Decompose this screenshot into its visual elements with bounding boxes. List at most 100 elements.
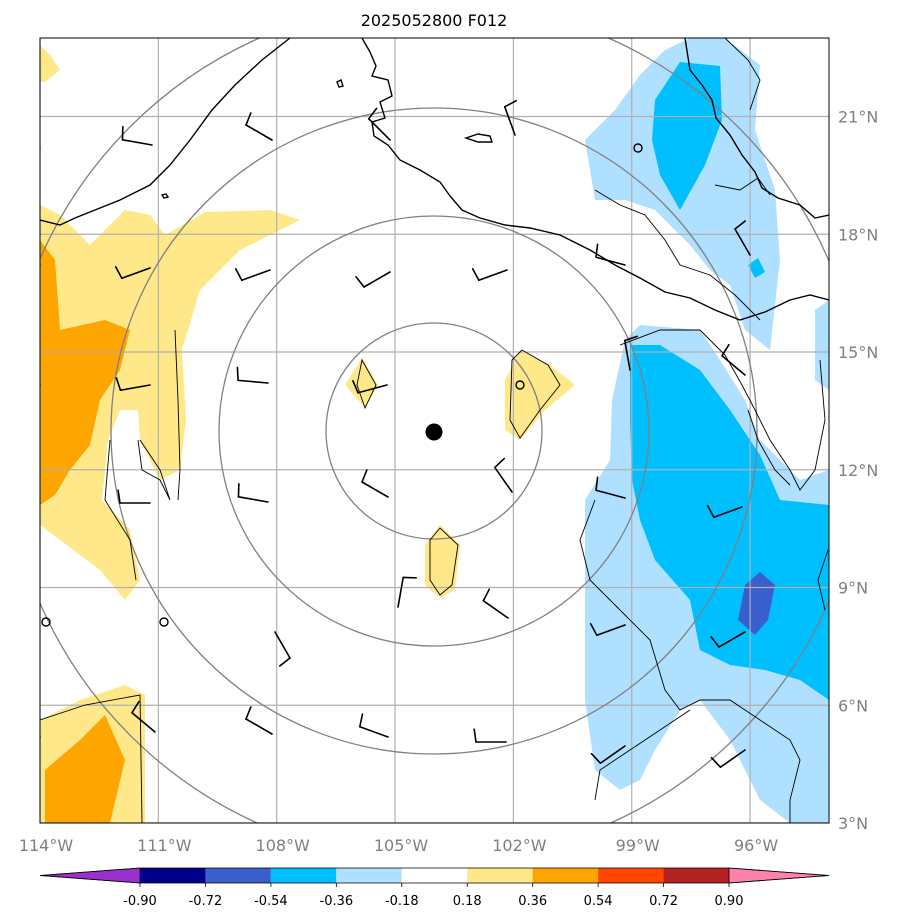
wind-barb-flag (473, 728, 477, 743)
wind-barb-shaft (596, 624, 626, 637)
wind-barb-flag (355, 275, 365, 288)
contour-line (174, 329, 181, 501)
contour-line (40, 694, 143, 823)
contour-line (747, 409, 791, 486)
positive-anomaly-region (505, 350, 575, 440)
wind-barb (359, 713, 389, 738)
wind-barb (721, 343, 746, 376)
strong-negative-anomaly-region (652, 62, 722, 210)
wind-barb (493, 457, 513, 493)
wind-barb-flag (589, 623, 598, 637)
positive-anomaly-region (345, 358, 378, 408)
colorbar-tick-label: -0.90 (123, 894, 157, 909)
strong-positive-anomaly-region (40, 240, 130, 505)
wind-barb-flag (361, 469, 368, 483)
wind-barb-flag (595, 476, 599, 492)
wind-barb (710, 749, 746, 769)
wind-barb-shaft (40, 502, 41, 504)
wind-barb-shaft (245, 718, 273, 735)
wind-barb-flag (6, 384, 12, 395)
coastline-mainland (361, 38, 829, 321)
wind-barb-flag (6, 258, 10, 270)
wind-barb-flag (245, 706, 252, 720)
wind-barb-shaft (357, 384, 388, 394)
wind-barb-flag (359, 713, 364, 728)
latitude-tick-label: 18°N (838, 225, 878, 244)
colorbar-tick-label: -0.54 (254, 894, 288, 909)
calm-wind-marker (41, 617, 51, 627)
wind-barb-shaft (119, 384, 151, 392)
calm-wind-marker (515, 380, 525, 390)
lat-lon-gridlines (40, 38, 829, 823)
wind-barb-shaft (493, 466, 513, 493)
latitude-labels: 21°N 18°N 15°N 12°N 9°N 6°N 3°N (838, 108, 878, 834)
wind-barb (355, 271, 391, 288)
wind-barb (114, 266, 151, 280)
wind-barb (9, 487, 41, 504)
colorbar-tick-label: -0.36 (320, 894, 354, 909)
wind-barb-shaft (503, 106, 516, 136)
coastline-baja (40, 38, 291, 226)
wind-barb-shaft (713, 506, 743, 519)
distance-ring (325, 322, 543, 540)
latitude-tick-label: 9°N (838, 579, 868, 598)
wind-barb-shaft (121, 138, 153, 146)
wind-barb (503, 99, 517, 136)
wind-barb-shaft (131, 711, 156, 733)
latitude-tick-label: 3°N (838, 814, 868, 833)
latitude-tick-label: 12°N (838, 461, 878, 480)
wind-barb (361, 469, 389, 498)
wind-barb-shaft (595, 256, 626, 266)
colorbar-tick-label: 0.18 (453, 894, 482, 909)
colorbar-extend-max (728, 867, 830, 884)
wind-barb-shaft (274, 631, 291, 659)
wind-barb-shaft (482, 599, 509, 619)
island (160, 193, 170, 199)
wind-barb-flag (117, 489, 121, 504)
wind-barb-shaft (359, 725, 389, 738)
wind-barb (734, 220, 751, 256)
plot-area (6, 38, 829, 823)
wind-barb-flag (352, 380, 359, 394)
longitude-tick-label: 96°W (734, 836, 778, 855)
positive-anomaly-region (40, 45, 60, 82)
wind-barb (710, 631, 746, 648)
colorbar-segment (205, 868, 271, 883)
contour-line (429, 527, 459, 596)
wind-barb-flag (710, 756, 722, 769)
colorbar-tick-label: -0.18 (385, 894, 419, 909)
wind-barb-flag (503, 99, 517, 108)
strong-negative-anomaly-region (630, 345, 829, 700)
wind-barb-shaft (245, 124, 273, 141)
negative-anomaly-region (815, 300, 829, 390)
wind-barb (706, 505, 743, 519)
wind-barb (131, 700, 156, 733)
wind-barb (352, 380, 388, 394)
wind-barb (40, 735, 41, 738)
wind-barb-flag (245, 112, 252, 126)
wind-barb-shaft (721, 354, 746, 376)
wind-barb (473, 728, 507, 743)
figure-title: 2025052800 F012 (361, 11, 508, 30)
contour-line (594, 189, 761, 321)
wind-barb-shaft (734, 228, 751, 256)
colorbar-tick-label: 0.54 (584, 894, 613, 909)
colorbar: -0.90 -0.72 -0.54 -0.36 -0.18 0.18 0.36 0.54 0.7… (39, 867, 830, 909)
wind-barb-shaft (40, 264, 41, 266)
wind-barb (117, 489, 151, 504)
wind-barb-flag (710, 635, 720, 648)
wind-barb-shaft (367, 117, 391, 141)
distance-rings (40, 38, 829, 823)
contour-line (137, 439, 171, 501)
wind-barb-shaft (40, 735, 41, 738)
contour-lines (40, 38, 829, 823)
colorbar-segment (270, 868, 337, 883)
wind-barb (367, 107, 391, 141)
wind-barb-flag (9, 487, 10, 500)
storm-center-marker (425, 423, 443, 441)
longitude-tick-label: 102°W (492, 836, 547, 855)
wind-barb (245, 112, 273, 141)
colorbar-extend-min (39, 867, 141, 884)
colorbar-tick-label: 0.90 (715, 894, 744, 909)
